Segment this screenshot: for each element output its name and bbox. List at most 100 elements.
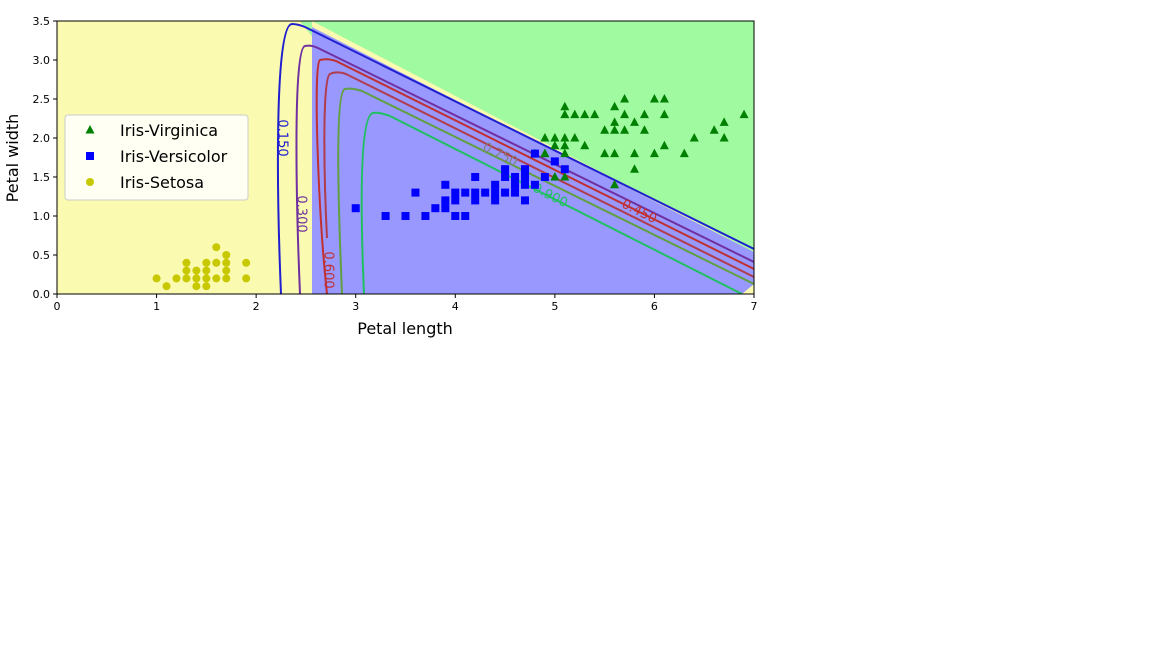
- point-iris-virginica: [610, 125, 620, 134]
- plot-frame: [56, 20, 755, 295]
- point-iris-virginica: [630, 148, 640, 158]
- point-iris-virginica: [540, 148, 550, 158]
- point-iris-virginica: [659, 94, 669, 103]
- y-tick-label: 1.0: [33, 210, 51, 223]
- point-iris-versicolor: [511, 180, 520, 189]
- point-iris-setosa: [222, 274, 231, 283]
- point-iris-setosa: [212, 258, 221, 267]
- contour-line-4: [323, 71, 754, 278]
- point-iris-virginica: [600, 148, 610, 158]
- point-iris-versicolor: [520, 196, 529, 205]
- point-iris-versicolor: [411, 188, 420, 197]
- data-points: [152, 94, 749, 291]
- point-iris-virginica: [560, 172, 570, 181]
- point-iris-versicolor: [441, 180, 450, 189]
- point-iris-versicolor: [491, 196, 500, 205]
- point-iris-setosa: [222, 266, 231, 275]
- point-iris-setosa: [182, 258, 191, 267]
- point-iris-setosa: [212, 243, 221, 252]
- series-iris-versicolor: [351, 149, 569, 220]
- point-iris-setosa: [202, 266, 211, 275]
- contour-line-5: [337, 87, 754, 294]
- point-iris-virginica: [630, 117, 640, 126]
- point-iris-versicolor: [520, 180, 529, 189]
- x-tick-label: 3: [352, 300, 359, 313]
- contour-line-6: [360, 111, 743, 294]
- point-iris-versicolor: [501, 165, 510, 174]
- point-iris-setosa: [242, 274, 251, 283]
- point-iris-versicolor: [461, 188, 470, 197]
- point-iris-virginica: [600, 125, 610, 134]
- point-iris-versicolor: [520, 173, 529, 181]
- point-iris-virginica: [560, 140, 570, 150]
- x-tick-label: 1: [153, 300, 160, 313]
- x-axis-label: Petal length: [357, 319, 453, 338]
- point-iris-virginica: [620, 125, 630, 134]
- point-iris-virginica: [620, 94, 630, 103]
- series-iris-setosa: [152, 243, 251, 291]
- contour-label-4: 0.600: [321, 251, 336, 288]
- point-iris-setosa: [222, 251, 231, 259]
- point-iris-versicolor: [381, 212, 390, 220]
- point-iris-virginica: [709, 125, 719, 134]
- point-iris-versicolor: [520, 165, 529, 174]
- point-iris-versicolor: [461, 212, 470, 220]
- contour-line-1: [276, 22, 754, 294]
- y-tick-label: 1.5: [33, 171, 51, 184]
- point-iris-setosa: [172, 274, 181, 283]
- point-iris-setosa: [182, 274, 191, 283]
- point-iris-setosa: [152, 274, 161, 283]
- point-iris-setosa: [192, 274, 201, 283]
- x-tick-label: 0: [54, 300, 61, 313]
- point-iris-versicolor: [451, 196, 460, 205]
- point-iris-virginica: [630, 164, 640, 173]
- y-axis: 0.0 0.5 1.0 1.5 2.0 2.5 3.0 3.5: [33, 15, 57, 301]
- contour-line-3: [315, 58, 754, 294]
- point-iris-setosa: [202, 282, 211, 291]
- point-iris-virginica: [540, 133, 550, 142]
- y-tick-label: 3.5: [33, 15, 51, 28]
- legend-marker-iris-virginica: [85, 125, 95, 134]
- point-iris-setosa: [192, 282, 201, 291]
- point-iris-setosa: [192, 266, 201, 275]
- point-iris-virginica: [560, 101, 570, 111]
- point-iris-versicolor: [560, 165, 569, 174]
- point-iris-virginica: [580, 109, 590, 119]
- point-iris-virginica: [570, 109, 580, 119]
- point-iris-virginica: [610, 101, 620, 111]
- point-iris-virginica: [639, 125, 649, 134]
- point-iris-versicolor: [421, 212, 430, 220]
- legend-marker-iris-setosa: [86, 178, 94, 186]
- y-tick-label: 3.0: [33, 54, 51, 67]
- point-iris-versicolor: [451, 212, 460, 220]
- point-iris-setosa: [182, 266, 191, 275]
- point-iris-virginica: [610, 117, 620, 126]
- point-iris-virginica: [550, 172, 560, 181]
- point-iris-versicolor: [540, 173, 549, 181]
- point-iris-versicolor: [471, 188, 480, 197]
- x-tick-label: 5: [551, 300, 558, 313]
- x-tick-label: 2: [253, 300, 260, 313]
- point-iris-virginica: [550, 140, 560, 150]
- x-tick-label: 4: [452, 300, 459, 313]
- legend-label-iris-versicolor: Iris-Versicolor: [120, 147, 228, 166]
- point-iris-versicolor: [431, 204, 440, 213]
- point-iris-virginica: [659, 109, 669, 119]
- point-iris-virginica: [679, 148, 689, 158]
- point-iris-versicolor: [441, 204, 450, 213]
- legend-label-iris-virginica: Iris-Virginica: [120, 121, 218, 140]
- probability-contours: [276, 22, 754, 294]
- y-tick-label: 2.5: [33, 93, 51, 106]
- point-iris-versicolor: [351, 204, 360, 213]
- point-iris-virginica: [659, 140, 669, 150]
- legend-label-iris-setosa: Iris-Setosa: [120, 173, 204, 192]
- point-iris-versicolor: [511, 188, 520, 197]
- point-iris-versicolor: [491, 180, 500, 189]
- legend-frame: [64, 114, 249, 201]
- point-iris-versicolor: [401, 212, 410, 220]
- point-iris-versicolor: [451, 188, 460, 197]
- point-iris-setosa: [222, 258, 231, 267]
- contour-line-2: [295, 44, 754, 294]
- x-tick-label: 7: [751, 300, 758, 313]
- legend: Iris-Virginica Iris-Versicolor Iris-Setosa: [64, 114, 249, 201]
